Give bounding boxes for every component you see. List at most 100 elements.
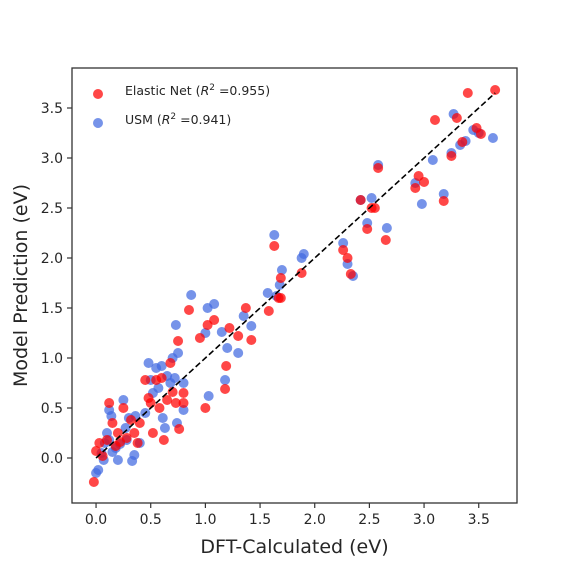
legend-marker: [93, 118, 103, 128]
data-point: [143, 358, 154, 368]
data-point: [240, 303, 251, 313]
y-tick-label: 1.5: [41, 301, 63, 317]
data-point: [419, 177, 430, 187]
data-point: [427, 155, 438, 165]
data-point: [178, 398, 189, 408]
y-tick-label: 0.0: [41, 451, 63, 467]
data-point: [162, 395, 173, 405]
data-point: [174, 424, 185, 434]
data-point: [178, 378, 189, 388]
data-point: [216, 327, 227, 337]
y-axis-ticks: 0.0 0.5 1.0 1.5 2.0 2.5 3.0 3.5: [41, 101, 72, 467]
data-point: [145, 398, 156, 408]
legend-item-usm: USM (R2 =0.941): [93, 112, 231, 128]
data-point: [118, 403, 129, 413]
x-tick-label: 3.0: [413, 512, 435, 528]
data-point: [170, 320, 181, 330]
data-point: [345, 269, 356, 279]
data-point: [416, 199, 427, 209]
data-point: [126, 415, 137, 425]
data-point: [380, 235, 391, 245]
data-point: [186, 290, 197, 300]
data-point: [246, 321, 257, 331]
data-point: [170, 398, 181, 408]
data-point: [355, 195, 366, 205]
data-point: [147, 428, 158, 438]
data-point: [446, 151, 457, 161]
y-tick-label: 3.0: [41, 151, 63, 167]
y-tick-label: 0.5: [41, 401, 63, 417]
data-point: [118, 395, 129, 405]
plot-frame: [71, 67, 518, 504]
data-point: [158, 435, 169, 445]
data-point: [156, 361, 167, 371]
x-axis-title: DFT-Calculated (eV): [200, 536, 388, 558]
data-point: [129, 428, 140, 438]
data-point: [233, 348, 244, 358]
data-point: [159, 423, 170, 433]
data-point: [233, 331, 244, 341]
data-point: [88, 477, 99, 487]
data-point: [132, 438, 143, 448]
data-point: [200, 403, 211, 413]
data-point: [276, 265, 287, 275]
x-tick-label: 1.5: [249, 512, 271, 528]
data-point: [373, 163, 384, 173]
data-point: [104, 398, 115, 408]
data-point: [275, 273, 286, 283]
data-point: [275, 293, 286, 303]
data-point: [342, 253, 353, 263]
data-point: [178, 405, 189, 415]
data-point: [107, 418, 118, 428]
legend-label: Elastic Net (R2 =0.955): [125, 83, 270, 98]
data-point: [101, 435, 112, 445]
data-point: [490, 85, 501, 95]
series-elastic-net: [88, 85, 501, 487]
data-point: [269, 241, 280, 251]
data-point: [438, 189, 449, 199]
data-point: [134, 418, 145, 428]
data-point: [222, 343, 233, 353]
data-point: [120, 423, 131, 433]
legend-marker: [93, 89, 103, 99]
y-axis-title: Model Prediction (eV): [10, 184, 32, 387]
data-point: [438, 196, 449, 206]
y-tick-label: 3.5: [41, 101, 63, 117]
x-tick-label: 3.5: [468, 512, 490, 528]
data-point: [165, 358, 176, 368]
data-point: [462, 88, 473, 98]
x-tick-label: 0.5: [140, 512, 162, 528]
data-point: [97, 451, 108, 461]
data-point: [410, 183, 421, 193]
x-tick-label: 2.0: [304, 512, 326, 528]
series-usm: [91, 109, 498, 478]
data-point: [173, 348, 184, 358]
data-point: [94, 438, 105, 448]
data-point: [209, 315, 220, 325]
data-point: [194, 333, 205, 343]
x-tick-label: 1.0: [194, 512, 216, 528]
y-tick-label: 1.0: [41, 351, 63, 367]
data-point: [487, 133, 498, 143]
x-tick-label: 2.5: [358, 512, 380, 528]
data-point: [169, 373, 180, 383]
data-point: [296, 268, 307, 278]
data-point: [157, 413, 168, 423]
data-point: [153, 383, 164, 393]
data-point: [362, 224, 373, 234]
data-point: [475, 129, 486, 139]
x-tick-label: 0.0: [85, 512, 107, 528]
data-point: [221, 361, 232, 371]
data-point: [457, 137, 468, 147]
legend: Elastic Net (R2 =0.955) USM (R2 =0.941): [93, 83, 270, 128]
data-point: [112, 455, 123, 465]
legend-item-elastic-net: Elastic Net (R2 =0.955): [93, 83, 270, 99]
data-point: [209, 299, 220, 309]
reference-line: [95, 92, 496, 459]
y-tick-label: 2.5: [41, 201, 63, 217]
data-point: [262, 288, 273, 298]
data-point: [121, 433, 132, 443]
data-point: [220, 384, 231, 394]
data-point: [154, 403, 165, 413]
data-point: [451, 113, 462, 123]
